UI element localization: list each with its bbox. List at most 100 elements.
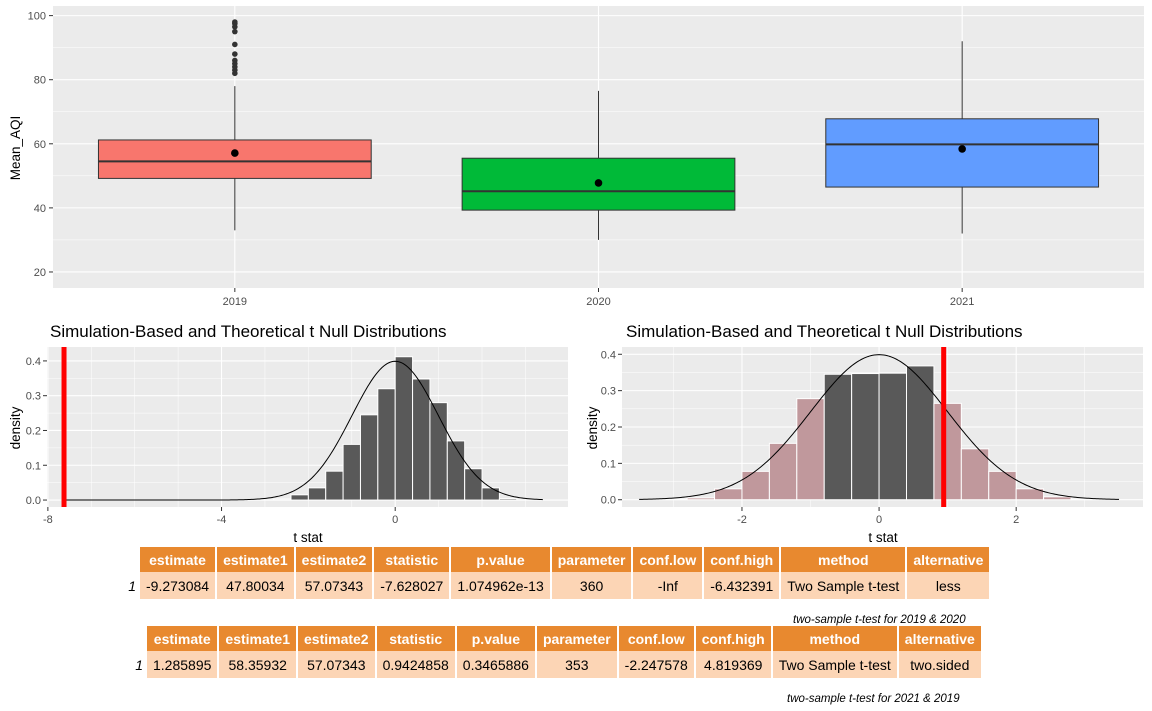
- column-header-method: method: [772, 626, 897, 651]
- x-tick-label: -4: [217, 514, 227, 526]
- x-tick-label: 2020: [586, 296, 610, 308]
- column-header-alternative: alternative: [898, 626, 981, 651]
- histogram-bar: [359, 414, 379, 501]
- cell-parameter: 360: [551, 572, 632, 599]
- y-tick-label: 0.2: [26, 425, 41, 437]
- outlier-point: [232, 28, 238, 35]
- y-tick-label: 0.4: [26, 356, 41, 368]
- histogram-bar: [481, 487, 500, 501]
- column-header-statistic: statistic: [376, 626, 455, 651]
- row-index: 1: [133, 651, 145, 678]
- mean-point: [958, 145, 966, 153]
- table-row: 1 -9.273084 47.80034 57.07343 -7.628027 1.074…: [126, 572, 990, 599]
- x-tick-label: 0: [392, 514, 398, 526]
- hist-left-x-axis-label: t stat: [293, 530, 323, 545]
- hist-left-panel: [47, 347, 568, 507]
- cell-statistic: -7.628027: [374, 572, 450, 599]
- column-header-conf-high: conf.high: [704, 547, 780, 572]
- table-header-row: estimate estimate1 estimate2 statistic p.val…: [133, 626, 981, 651]
- y-tick-label: 0.3: [26, 391, 41, 403]
- cell-estimate1: 47.80034: [217, 572, 294, 599]
- box-2019: [97, 139, 372, 179]
- cell-conf-low: -Inf: [633, 572, 703, 599]
- column-header-estimate: estimate: [140, 547, 216, 572]
- y-tick-label: 0.2: [601, 422, 616, 434]
- theoretical-t-curve: [639, 354, 1120, 500]
- histogram-bar: [498, 498, 518, 501]
- y-tick-label: 0.3: [601, 386, 616, 398]
- cell-method: Two Sample t-test: [781, 572, 906, 599]
- x-tick-label: 0: [876, 514, 882, 526]
- outlier-point: [232, 19, 238, 25]
- histogram-bar: [851, 373, 880, 501]
- column-header-p-value: p.value: [451, 547, 550, 572]
- theoretical-t-curve: [65, 360, 543, 501]
- histogram-bar: [878, 372, 907, 501]
- histogram-bar: [429, 402, 448, 501]
- cell-conf-high: -6.432391: [704, 572, 780, 599]
- cell-conf-low: -2.247578: [618, 651, 694, 678]
- column-header-parameter: parameter: [551, 547, 632, 572]
- histogram-bar: [325, 470, 344, 501]
- outlier-point: [232, 57, 238, 64]
- histogram-bar: [768, 442, 798, 501]
- histogram-bar: [1070, 498, 1099, 501]
- cell-estimate: -9.273084: [140, 572, 216, 599]
- y-tick-label: 0.1: [26, 460, 41, 472]
- column-header-estimate2: estimate2: [298, 626, 375, 651]
- column-header-conf-low: conf.low: [633, 547, 703, 572]
- row-index: 1: [126, 572, 138, 599]
- x-tick-label: -8: [43, 514, 53, 526]
- row-index-header: [126, 547, 138, 572]
- histogram-bar: [988, 470, 1017, 501]
- t-test-caption-2019-2020: two-sample t-test for 2019 & 2020: [793, 614, 966, 626]
- hist-right-x-axis-label: t stat: [868, 530, 898, 545]
- column-header-estimate1: estimate1: [219, 626, 296, 651]
- hist-right-y-axis-label: density: [585, 406, 600, 449]
- cell-statistic: 0.9424858: [376, 651, 455, 678]
- histogram-bar: [905, 365, 935, 501]
- t-test-caption-2021-2019: two-sample t-test for 2021 & 2019: [787, 693, 960, 705]
- box-2021: [825, 118, 1100, 188]
- histogram-bar: [273, 498, 292, 501]
- cell-conf-high: 4.819369: [695, 651, 771, 678]
- y-tick-label: 60: [34, 139, 46, 151]
- null-distribution-plot-right: Simulation-Based and Theoretical t Null …: [585, 322, 1143, 545]
- histogram-bar: [741, 470, 770, 501]
- x-tick-label: -2: [737, 514, 747, 526]
- outlier-point: [232, 41, 238, 48]
- column-header-parameter: parameter: [536, 626, 617, 651]
- histogram-bar: [823, 373, 853, 501]
- y-tick-label: 100: [28, 11, 46, 23]
- cell-alternative: two.sided: [898, 651, 981, 678]
- aqi-boxplot: 20 40 60 80 100 2019 2020 2021 Mean_AQI: [8, 6, 1144, 308]
- y-tick-label: 0.0: [601, 495, 616, 507]
- t-test-table-2019-2020: estimate estimate1 estimate2 statistic p.val…: [124, 547, 991, 599]
- mean-point: [594, 179, 603, 187]
- histogram-bar: [377, 388, 396, 501]
- histogram-bar: [1015, 488, 1045, 501]
- x-tick-label: 2: [1013, 514, 1019, 526]
- hist-left-title: Simulation-Based and Theoretical t Null …: [50, 322, 447, 341]
- column-header-estimate2: estimate2: [295, 547, 373, 572]
- table-row: 1 1.285895 58.35932 57.07343 0.9424858 0.3465…: [133, 651, 981, 678]
- cell-estimate1: 58.35932: [219, 651, 296, 678]
- cell-estimate2: 57.07343: [298, 651, 375, 678]
- histogram-bar: [464, 468, 483, 501]
- y-tick-label: 0.4: [601, 349, 616, 361]
- null-distribution-plot-left: Simulation-Based and Theoretical t Null …: [8, 322, 568, 545]
- histogram-bar: [446, 440, 466, 501]
- column-header-conf-high: conf.high: [695, 626, 771, 651]
- column-header-conf-low: conf.low: [618, 626, 694, 651]
- row-index-header: [133, 626, 145, 651]
- y-tick-label: 40: [34, 203, 46, 215]
- histogram-bar: [960, 448, 990, 501]
- cell-estimate: 1.285895: [147, 651, 218, 678]
- column-header-statistic: statistic: [374, 547, 450, 572]
- column-header-estimate: estimate: [147, 626, 218, 651]
- cell-parameter: 353: [536, 651, 617, 678]
- histogram-bar: [290, 494, 309, 501]
- histogram-bar: [1043, 496, 1072, 501]
- y-tick-label: 0.1: [601, 458, 616, 470]
- column-header-method: method: [781, 547, 906, 572]
